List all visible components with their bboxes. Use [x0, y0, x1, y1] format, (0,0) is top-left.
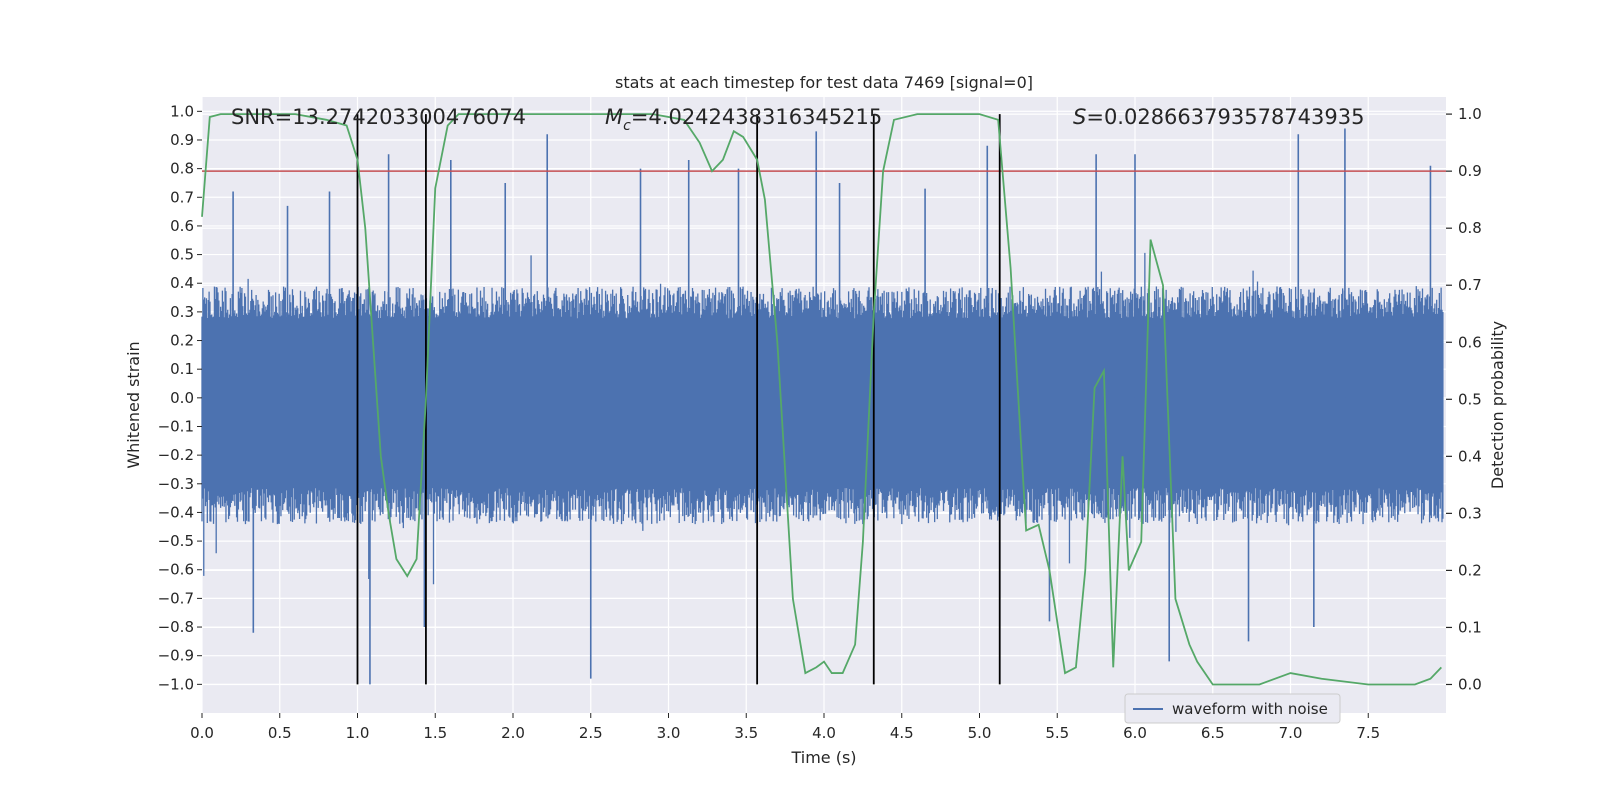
s-value: =0.028663793578743935: [1086, 105, 1364, 129]
mc-value: =4.0242438316345215: [631, 105, 882, 129]
y-axis-label: Whitened strain: [124, 341, 143, 468]
x-tick-label: 0.5: [268, 724, 292, 742]
chart-title: stats at each timestep for test data 746…: [615, 73, 1033, 92]
y-right-tick-label: 0.7: [1458, 276, 1482, 294]
y-tick-label: −0.4: [158, 503, 194, 521]
y-tick-label: 0.5: [170, 246, 194, 264]
x-tick-label: 4.0: [812, 724, 836, 742]
y-tick-label: 0.4: [170, 274, 194, 292]
y-tick-label: 0.3: [170, 303, 194, 321]
y-right-tick-label: 0.2: [1458, 561, 1482, 579]
y-right-tick-label: 0.1: [1458, 618, 1482, 636]
x-tick-label: 2.0: [501, 724, 525, 742]
x-tick-label: 6.5: [1201, 724, 1225, 742]
y-tick-label: 1.0: [170, 102, 194, 120]
y-tick-label: 0.8: [170, 160, 194, 178]
y-tick-label: −0.1: [158, 417, 194, 435]
x-tick-label: 1.0: [346, 724, 370, 742]
mc-annotation: Mc=4.0242438316345215: [605, 105, 882, 134]
probability-series: [201, 113, 1442, 686]
y-right-tick-label: 0.5: [1458, 390, 1482, 408]
y-right-tick-label: 0.3: [1458, 504, 1482, 522]
legend: waveform with noise: [1124, 693, 1341, 724]
y-right-tick-label: 0.0: [1458, 675, 1482, 693]
s-symbol: S: [1073, 105, 1086, 129]
y-right-axis-label: Detection probability: [1488, 321, 1507, 489]
y-tick-label: −1.0: [158, 675, 194, 693]
x-tick-label: 3.5: [734, 724, 758, 742]
x-tick-label: 3.0: [657, 724, 681, 742]
y-tick-label: −0.3: [158, 475, 194, 493]
x-tick-label: 7.0: [1279, 724, 1303, 742]
x-axis-label: Time (s): [790, 748, 856, 767]
y-tick-label: −0.5: [158, 532, 194, 550]
y-right-tick-label: 0.8: [1458, 219, 1482, 237]
probability-line: [201, 113, 1442, 686]
y-right-tick-label: 0.6: [1458, 333, 1482, 351]
legend-box: [1124, 693, 1341, 724]
y-tick-label: −0.7: [158, 589, 194, 607]
mc-symbol: M: [605, 105, 623, 129]
x-tick-label: 5.5: [1045, 724, 1069, 742]
s-annotation: S=0.028663793578743935: [1073, 105, 1364, 129]
y-tick-label: −0.8: [158, 618, 194, 636]
y-right-tick-label: 0.4: [1458, 447, 1482, 465]
y-tick-label: −0.6: [158, 561, 194, 579]
y-tick-label: 0.6: [170, 217, 194, 235]
y-tick-label: 0.0: [170, 389, 194, 407]
y-right-tick-label: 0.9: [1458, 162, 1482, 180]
snr-annotation: SNR=13.274203300476074: [231, 105, 526, 129]
y-tick-label: 0.2: [170, 332, 194, 350]
y-right-tick-label: 1.0: [1458, 105, 1482, 123]
x-tick-label: 6.0: [1123, 724, 1147, 742]
x-tick-label: 7.5: [1356, 724, 1380, 742]
x-tick-label: 1.5: [423, 724, 447, 742]
y-tick-label: 0.1: [170, 360, 194, 378]
x-tick-label: 4.5: [890, 724, 914, 742]
y-tick-label: 0.9: [170, 131, 194, 149]
y-tick-label: −0.2: [158, 446, 194, 464]
axis-layer: 0.0 0.5 1.0 1.5 2.0 2.5 3.0 3.5 4.0 4.5 5.0 5.5 6.0 6…: [158, 102, 1482, 742]
x-tick-label: 5.0: [968, 724, 992, 742]
x-tick-label: 2.5: [579, 724, 603, 742]
y-tick-label: −0.9: [158, 647, 194, 665]
x-tick-label: 0.0: [190, 724, 214, 742]
mc-subscript: c: [623, 118, 631, 134]
legend-label: waveform with noise: [1172, 700, 1328, 718]
y-tick-label: 0.7: [170, 188, 194, 206]
